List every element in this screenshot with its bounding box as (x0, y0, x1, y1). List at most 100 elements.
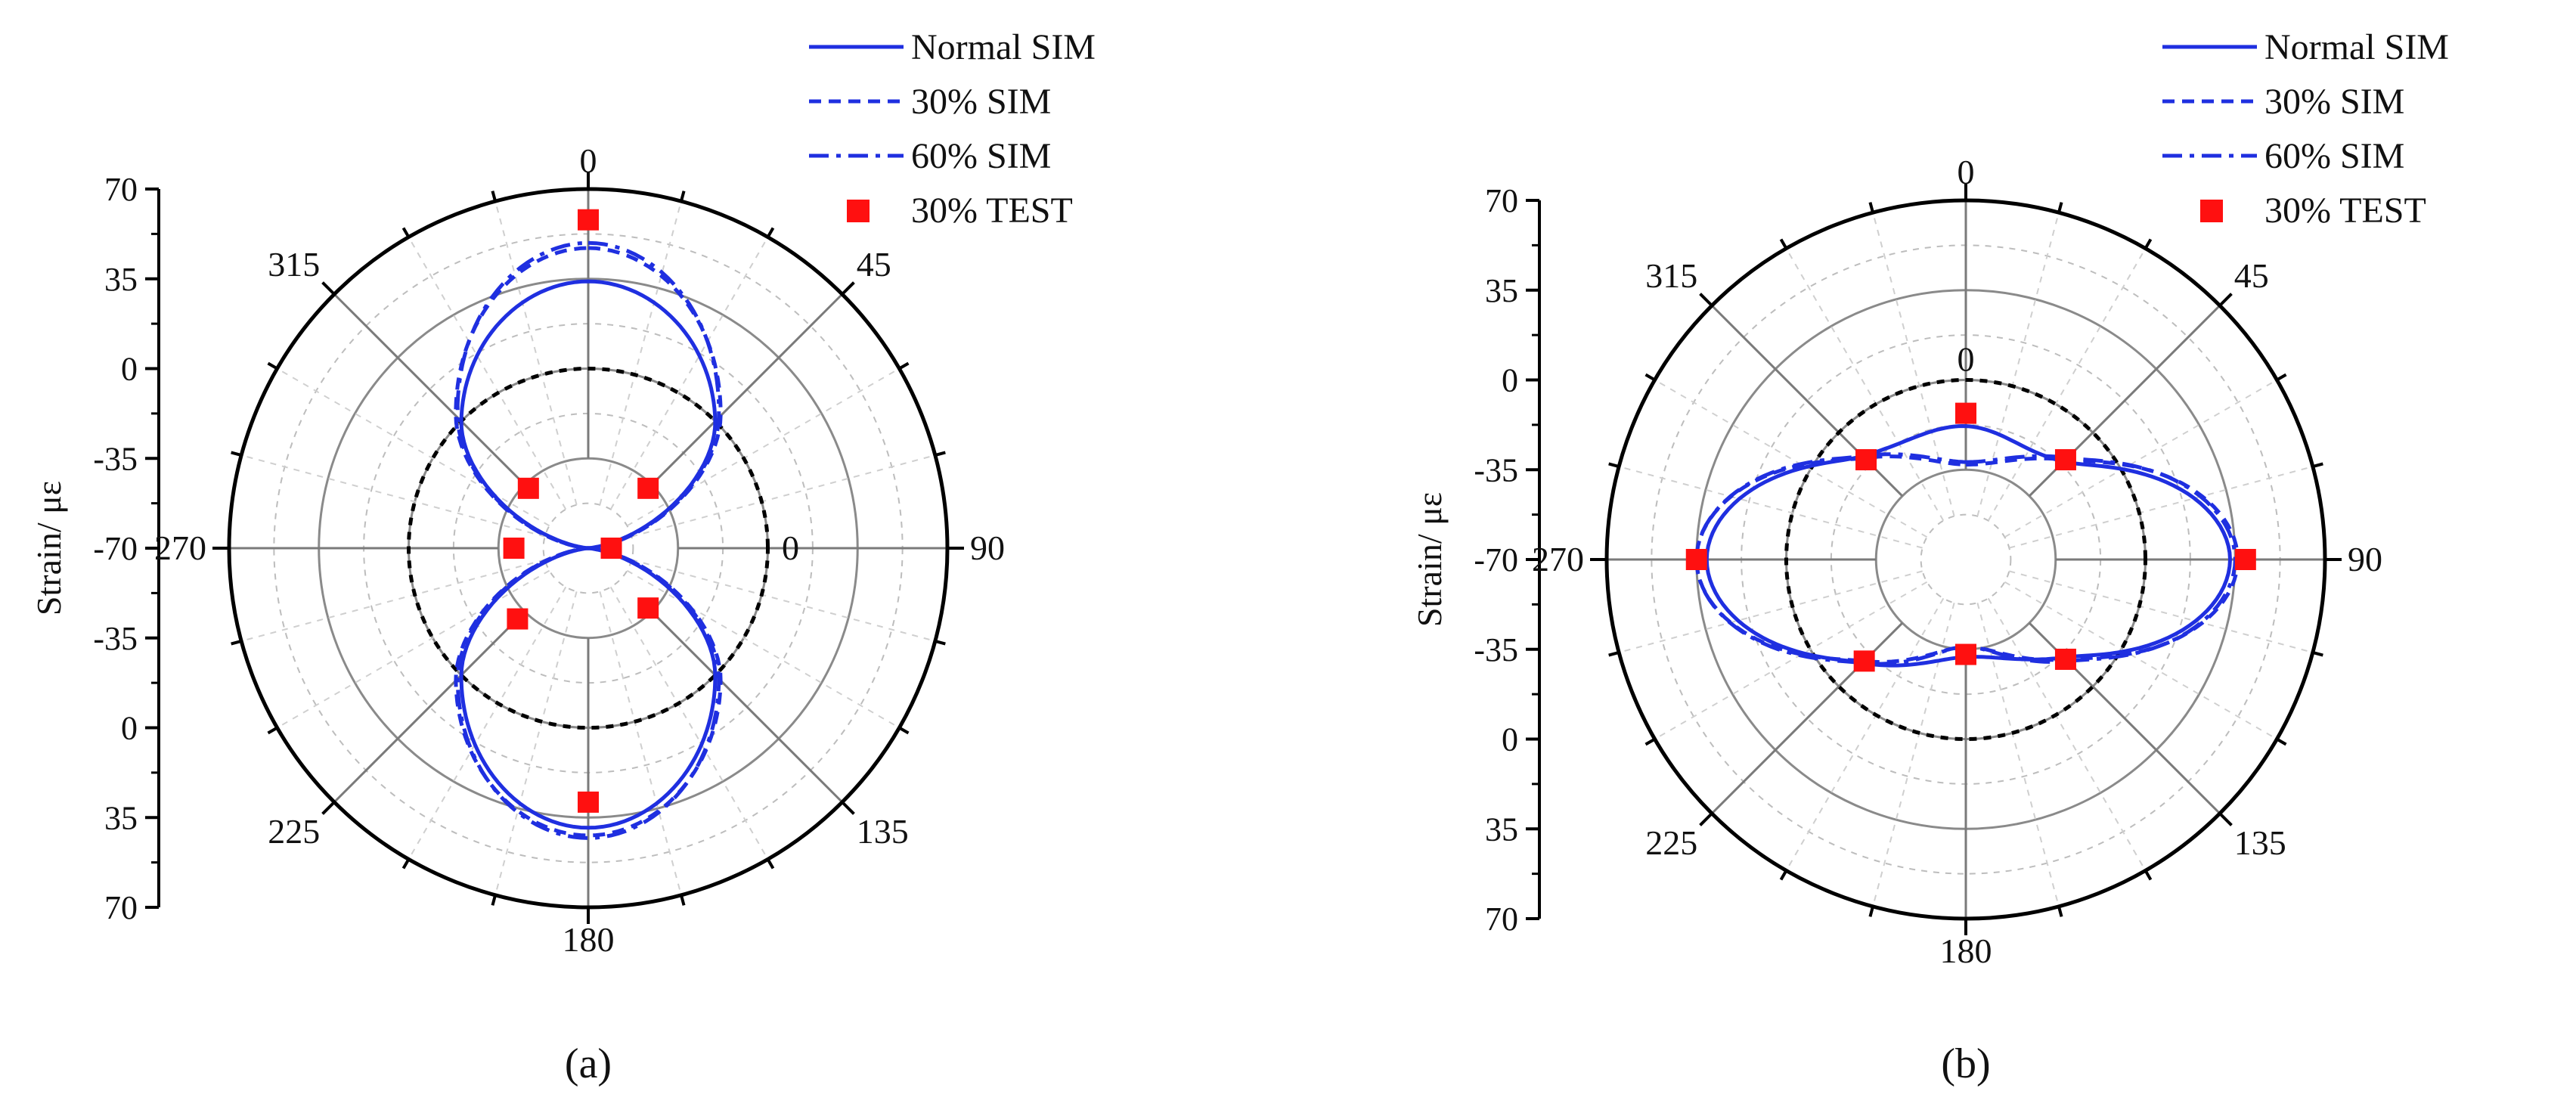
angle-tick (231, 640, 242, 646)
minor-grid-spoke (2009, 466, 2314, 549)
angle-tick (2312, 462, 2323, 468)
zero-reference-circle (1784, 378, 2147, 741)
angle-label: 225 (268, 812, 320, 851)
minor-grid-circle (1920, 513, 2012, 606)
angle-label: 270 (1532, 540, 1584, 578)
minor-grid-spoke (1976, 212, 2060, 516)
radial-tick-label: 35 (1485, 811, 1518, 848)
angle-tick (935, 451, 946, 457)
minor-grid-spoke (599, 591, 682, 896)
test-point-marker (2054, 449, 2076, 471)
minor-grid-spoke (631, 454, 936, 538)
minor-grid-spoke (1987, 248, 2147, 522)
angle-tick (1779, 238, 1788, 250)
angle-label: 315 (268, 245, 320, 284)
minor-grid-spoke (240, 559, 545, 642)
radial-tick-label: -70 (1474, 541, 1518, 578)
radial-tick-label: -70 (93, 530, 138, 567)
legend-label: 30% SIM (911, 82, 1051, 122)
minor-grid-spoke (2004, 379, 2277, 538)
minor-grid-spoke (1976, 603, 2060, 907)
minor-grid-spoke (1618, 570, 1923, 653)
legend-marker (2200, 200, 2223, 222)
angle-tick (2144, 870, 2153, 881)
minor-grid-spoke (494, 200, 578, 505)
radial-tick-label: -35 (93, 620, 138, 657)
angle-tick (841, 281, 855, 296)
angle-tick (2218, 293, 2233, 307)
minor-grid-circle (542, 502, 634, 594)
angle-tick (841, 801, 855, 815)
angle-tick (401, 858, 411, 870)
minor-grid-spoke (1618, 466, 1923, 549)
angle-tick (267, 361, 278, 370)
zero-circle-label: 0 (1958, 340, 1975, 379)
angle-tick (2276, 737, 2287, 746)
radial-tick-label: 0 (1502, 362, 1518, 399)
angle-tick (1779, 870, 1788, 881)
legend-marker (847, 200, 870, 222)
panel-label: (a) (565, 1040, 612, 1087)
minor-grid-spoke (494, 591, 578, 896)
legend-label: 30% TEST (2264, 191, 2426, 231)
angle-label: 315 (1645, 256, 1697, 295)
test-point-marker (1855, 449, 1877, 471)
test-point-marker (637, 477, 659, 499)
test-point-marker (578, 791, 599, 813)
legend-label: 60% SIM (2264, 136, 2404, 176)
radial-tick-label: 70 (104, 171, 138, 208)
radial-tick-label: -35 (1474, 631, 1518, 668)
angle-label: 90 (2348, 540, 2382, 578)
angle-label: 90 (970, 529, 1005, 567)
angle-label: 270 (154, 529, 206, 567)
radial-tick-label: 70 (104, 889, 138, 926)
angle-tick (2144, 238, 2153, 250)
legend-label: 30% SIM (2264, 82, 2404, 122)
radial-tick-label: 0 (121, 710, 138, 747)
radial-tick-label: -35 (93, 440, 138, 477)
minor-grid-spoke (240, 454, 545, 538)
minor-grid-spoke (1872, 603, 1955, 907)
angle-tick (1608, 462, 1620, 468)
minor-grid-spoke (1654, 581, 1928, 740)
minor-grid-spoke (1987, 597, 2147, 871)
angle-tick (2057, 202, 2063, 213)
angle-label: 180 (563, 920, 615, 959)
minor-grid-spoke (626, 367, 900, 527)
angle-tick (898, 726, 910, 735)
radial-tick-label: 70 (1485, 182, 1518, 219)
angle-label: 0 (580, 141, 597, 180)
minor-grid-spoke (408, 586, 567, 860)
angle-label: 180 (1940, 932, 1992, 970)
legend-label: 30% TEST (911, 191, 1073, 231)
minor-grid-spoke (599, 200, 682, 505)
radial-tick-label: 0 (1502, 721, 1518, 758)
angle-tick (321, 281, 336, 296)
panel-label: (b) (1941, 1040, 1990, 1087)
major-grid-spoke (333, 610, 526, 803)
angle-tick (766, 227, 775, 238)
angle-tick (1868, 906, 1874, 917)
angle-tick (680, 191, 686, 202)
minor-grid-spoke (2004, 581, 2277, 740)
minor-grid-spoke (2009, 570, 2314, 653)
angle-tick (231, 451, 242, 457)
angle-tick (898, 361, 910, 370)
angle-tick (1868, 202, 1874, 213)
test-point-marker (503, 538, 525, 559)
panel-a: 70 35 0 -35 -70 -35 0 35 70 Strain/ με 0 45 90 135 180… (29, 27, 1096, 1087)
angle-tick (491, 191, 497, 202)
zero-reference-circle (407, 367, 770, 730)
minor-grid-spoke (1785, 248, 1945, 522)
legend-label: Normal SIM (2264, 27, 2449, 67)
radial-tick-label: 35 (104, 261, 138, 298)
minor-grid-spoke (277, 569, 550, 729)
y-axis-label: Strain/ με (1410, 492, 1449, 627)
legend-label: 60% SIM (911, 136, 1051, 176)
angle-tick (1699, 812, 1713, 826)
angle-tick (491, 894, 497, 906)
angle-tick (1699, 293, 1713, 307)
test-point-marker (2234, 549, 2256, 570)
minor-grid-spoke (277, 367, 550, 527)
